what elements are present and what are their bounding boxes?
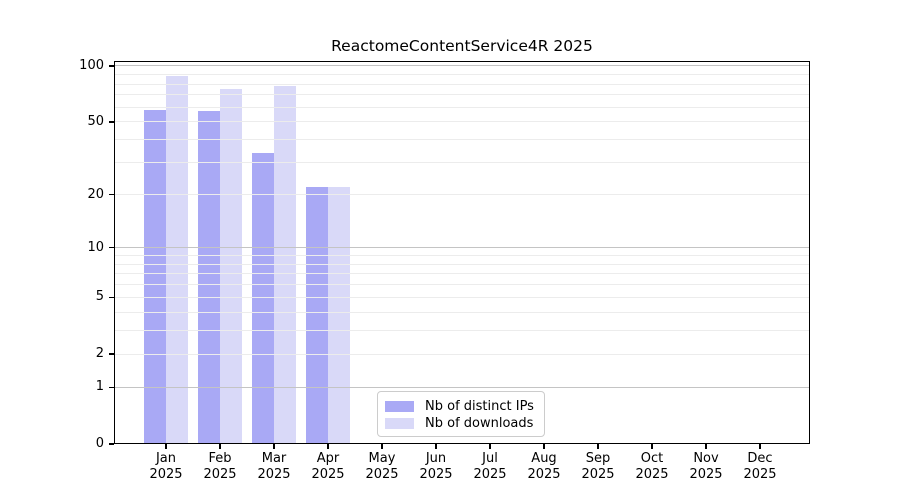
y-tick-label-5: 5 [95,289,104,305]
y-tick-0 [109,443,114,445]
y-tick-5 [109,296,114,298]
minor-gridline-40 [114,139,810,141]
legend: Nb of distinct IPs Nb of downloads [377,391,545,437]
x-tick-aug [543,444,545,449]
x-tick-label-dec: Dec 2025 [743,451,777,482]
grid-layer [114,61,810,444]
minor-gridline-9 [114,254,810,256]
bar-ips-apr [306,187,328,444]
x-tick-label-nov: Nov 2025 [689,451,723,482]
x-tick-label-mar: Mar 2025 [257,451,291,482]
x-tick-jul [489,444,491,449]
chart-title: ReactomeContentService4R 2025 [331,37,593,55]
x-tick-feb [219,444,221,449]
legend-item-downloads: Nb of downloads [385,415,544,432]
major-gridline-10 [114,247,810,249]
minor-gridline-20 [114,194,810,196]
minor-gridline-6 [114,284,810,286]
y-tick-1 [109,386,114,388]
minor-gridline-30 [114,162,810,164]
legend-label-downloads: Nb of downloads [425,415,534,431]
minor-gridline-50 [114,121,810,123]
x-tick-label-jul: Jul 2025 [473,451,507,482]
minor-gridline-60 [114,106,810,108]
bar-downloads-mar [274,86,296,444]
y-tick-label-100: 100 [79,57,104,73]
x-tick-label-oct: Oct 2025 [635,451,669,482]
y-tick-label-2: 2 [95,346,104,361]
x-tick-mar [273,444,275,449]
y-tick-label-50: 50 [87,113,104,129]
bar-downloads-apr [328,187,350,444]
y-tick-10 [109,246,114,249]
bar-downloads-feb [220,89,242,444]
y-tick-label-10: 10 [87,239,104,255]
x-tick-may [381,444,383,449]
x-tick-label-feb: Feb 2025 [203,451,237,482]
y-tick-label-1: 1 [95,379,104,395]
x-tick-label-sep: Sep 2025 [581,451,615,482]
major-gridline-100 [114,65,810,67]
axis-layer: 0 1 2 5 10 20 50 100 Jan 2025 Feb 2025 Mar 2025 Apr… [79,58,810,482]
minor-gridline-7 [114,273,810,275]
y-tick-50 [109,121,114,123]
plot-area: 0 1 2 5 10 20 50 100 Jan 2025 Feb 2025 Mar 2025 Apr… [79,58,810,482]
x-tick-nov [705,444,707,449]
y-tick-label-0: 0 [95,436,104,451]
minor-gridline-80 [114,83,810,85]
x-tick-label-apr: Apr 2025 [311,451,345,482]
y-tick-100 [109,65,114,67]
x-tick-dec [759,444,761,449]
legend-swatch-distinct-ips [385,401,414,412]
y-tick-20 [109,193,114,196]
major-gridline-1 [114,386,810,388]
x-tick-label-may: May 2025 [365,451,399,482]
legend-label-distinct-ips: Nb of distinct IPs [425,398,534,414]
x-tick-apr [327,444,329,449]
minor-gridline-8 [114,263,810,265]
legend-item-distinct-ips: Nb of distinct IPs [385,398,544,415]
x-tick-sep [597,444,599,449]
minor-gridline-70 [114,94,810,96]
y-tick-label-20: 20 [87,186,104,202]
bar-downloads-jan [166,76,188,444]
x-tick-label-aug: Aug 2025 [527,451,561,482]
x-tick-label-jun: Jun 2025 [419,451,453,482]
minor-gridline-2 [114,353,810,355]
x-tick-jun [435,444,437,449]
minor-gridline-4 [114,311,810,313]
minor-gridline-3 [114,329,810,331]
legend-swatch-downloads [385,418,414,429]
x-tick-label-jan: Jan 2025 [149,451,183,482]
y-tick-2 [109,353,114,355]
bar-ips-jan [144,109,166,444]
x-tick-oct [651,444,653,449]
bar-ips-mar [252,152,274,444]
minor-gridline-5 [114,296,810,298]
x-tick-jan [165,444,167,449]
minor-gridline-90 [114,73,810,75]
